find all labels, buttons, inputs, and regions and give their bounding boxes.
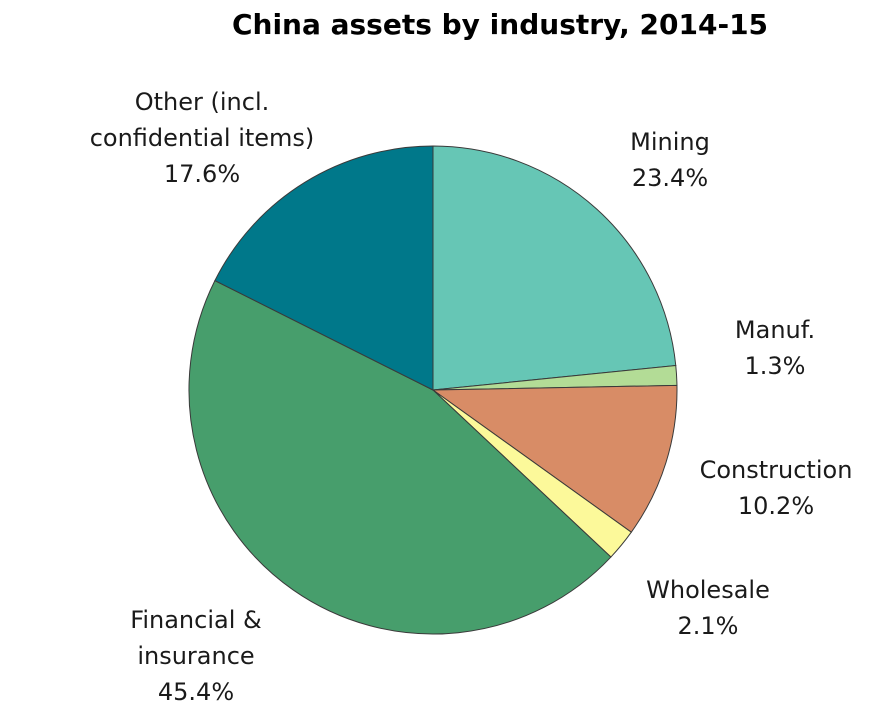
slice-name-label: Manuf. <box>735 316 815 344</box>
slice-label-mining: Mining 23.4% <box>630 128 710 192</box>
slice-labels: Mining 23.4% Manuf. 1.3% Construction 10.2% Wh… <box>90 88 853 706</box>
chart-title: China assets by industry, 2014-15 <box>232 8 768 41</box>
slice-label-construction: Construction 10.2% <box>700 456 853 520</box>
pie-slice-other-incl-confidential-items <box>214 145 434 391</box>
pie-slices <box>188 145 678 635</box>
slice-value-label: 17.6% <box>164 160 240 188</box>
slice-name-label: Financial & <box>130 606 261 634</box>
slice-value-label: 10.2% <box>738 492 814 520</box>
slice-name-label: confidential items) <box>90 124 315 152</box>
slice-value-label: 23.4% <box>632 164 708 192</box>
slice-label-manuf: Manuf. 1.3% <box>735 316 815 380</box>
slice-label-financial-insurance: Financial & insurance 45.4% <box>130 606 261 706</box>
slice-name-label: Other (incl. <box>135 88 270 116</box>
pie-slice-construction <box>431 384 678 533</box>
slice-name-label: Construction <box>700 456 853 484</box>
slice-name-label: insurance <box>137 642 254 670</box>
slice-name-label: Mining <box>630 128 710 156</box>
slice-name-label: Wholesale <box>646 576 770 604</box>
pie-slice-financial-insurance <box>188 279 612 635</box>
slice-value-label: 45.4% <box>158 678 234 706</box>
slice-value-label: 2.1% <box>678 612 739 640</box>
slice-label-other-incl-confidential-items: Other (incl. confidential items) 17.6% <box>90 88 315 188</box>
slice-label-wholesale: Wholesale 2.1% <box>646 576 770 640</box>
slice-value-label: 1.3% <box>745 352 806 380</box>
pie-slice-mining <box>432 145 677 391</box>
